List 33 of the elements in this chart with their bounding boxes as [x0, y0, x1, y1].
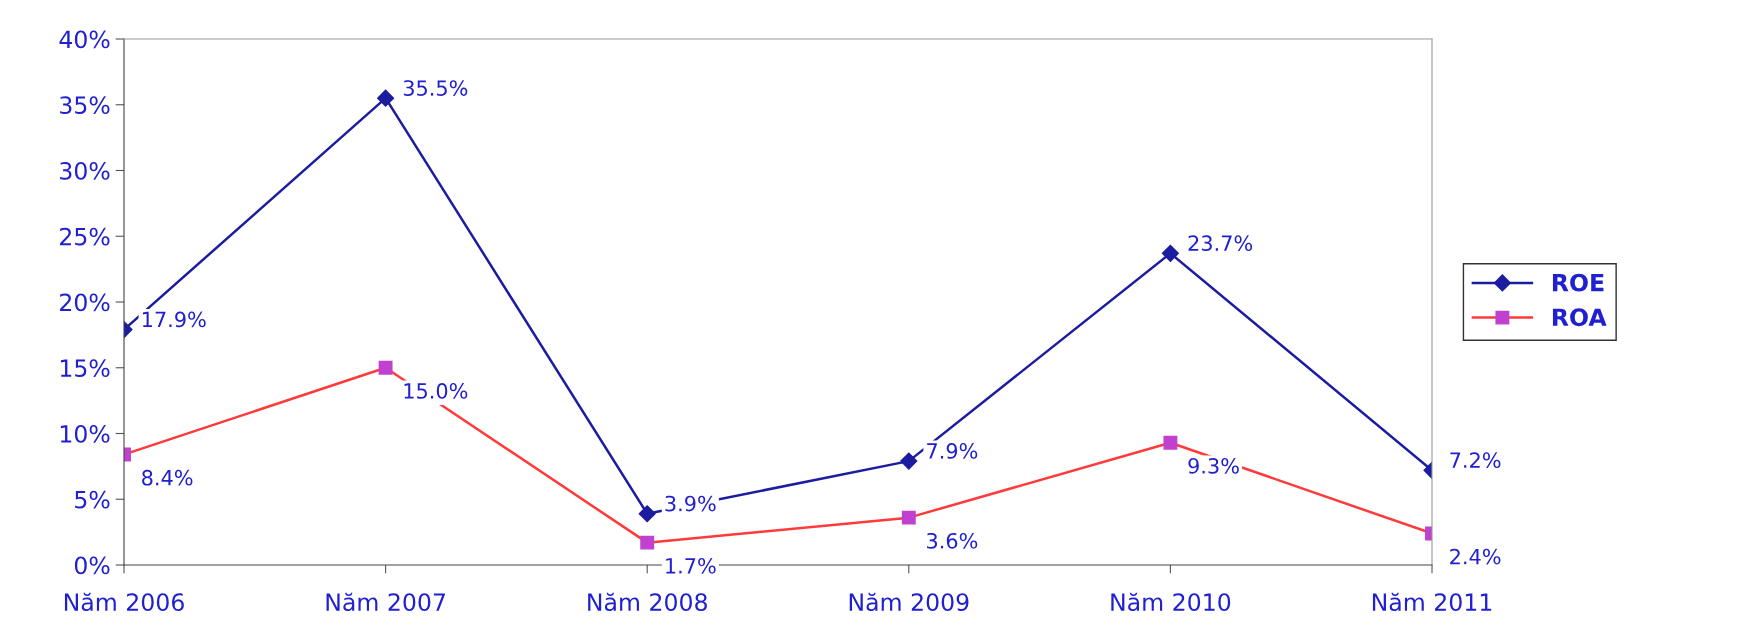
- x-tick-label: Năm 2011: [1372, 592, 1492, 612]
- y-tick-label: 10%: [60, 424, 110, 443]
- y-tick-label: 40%: [59, 30, 110, 49]
- data-label: 8.4%: [142, 469, 193, 486]
- y-tick-label: 20%: [60, 293, 110, 312]
- point: [638, 505, 656, 523]
- data-label: 15.0%: [404, 383, 468, 399]
- data-label: 35.5%: [403, 80, 468, 96]
- data-label: 7.9%: [927, 443, 978, 459]
- data-label: 17.9%: [142, 311, 206, 328]
- data-label: 23.7%: [1188, 235, 1253, 252]
- data-label: 9.3%: [1188, 457, 1239, 474]
- x-tick-label: Năm 2009: [849, 592, 969, 612]
- point: [1161, 244, 1179, 262]
- data-label: 3.9%: [665, 495, 716, 512]
- point: [900, 452, 918, 470]
- y-tick-label: 15%: [60, 359, 110, 378]
- x-tick-label: Năm 2010: [1111, 592, 1231, 612]
- x-tick-label: Năm 2008: [588, 592, 707, 612]
- y-tick-label: 35%: [60, 96, 110, 115]
- data-label: 1.7%: [666, 557, 716, 574]
- legend-label: ROE: [1552, 273, 1604, 292]
- y-tick-label: 30%: [60, 161, 110, 180]
- x-tick-label: Năm 2007: [326, 592, 445, 612]
- point: [377, 89, 395, 107]
- data-label: 2.4%: [1450, 548, 1501, 565]
- data-label: 3.6%: [927, 532, 978, 549]
- legend-label: ROA: [1552, 308, 1607, 327]
- y-tick-label: 0%: [74, 556, 110, 575]
- y-tick-label: 25%: [60, 227, 110, 246]
- data-label: 7.2%: [1450, 452, 1501, 469]
- y-tick-label: 5%: [75, 490, 110, 509]
- x-tick-label: Năm 2006: [64, 592, 184, 612]
